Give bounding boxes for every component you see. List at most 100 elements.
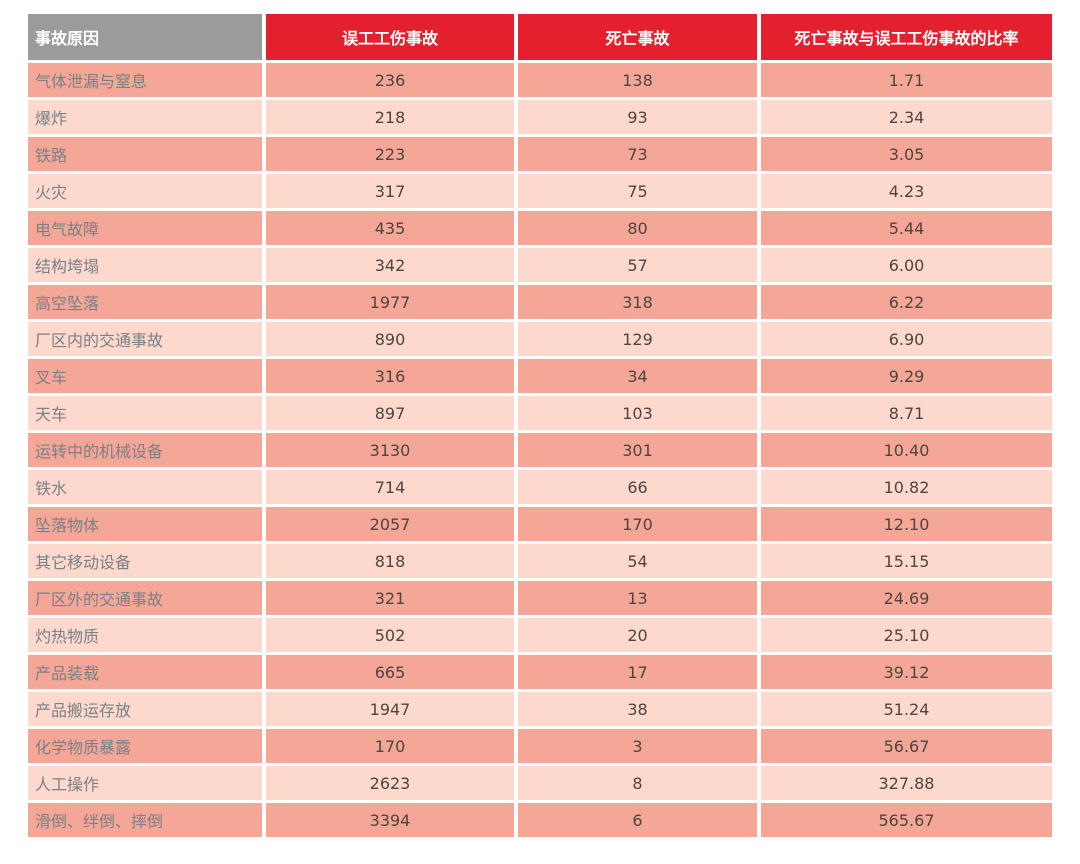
injury-count-cell: 2623 [266, 766, 514, 800]
cause-cell: 叉车 [28, 359, 262, 393]
death-count-cell: 318 [518, 285, 757, 319]
cause-cell: 结构垮塌 [28, 248, 262, 282]
header-cell-fatal-accidents: 死亡事故 [518, 14, 757, 60]
table-row: 叉车 316 34 9.29 [28, 359, 1052, 393]
injury-count-cell: 897 [266, 396, 514, 430]
ratio-cell: 39.12 [761, 655, 1052, 689]
cause-cell: 天车 [28, 396, 262, 430]
injury-count-cell: 236 [266, 63, 514, 97]
injury-count-cell: 218 [266, 100, 514, 134]
table-row: 结构垮塌 342 57 6.00 [28, 248, 1052, 282]
table-row: 高空坠落 1977 318 6.22 [28, 285, 1052, 319]
ratio-cell: 5.44 [761, 211, 1052, 245]
death-count-cell: 80 [518, 211, 757, 245]
table-row: 滑倒、绊倒、摔倒 3394 6 565.67 [28, 803, 1052, 837]
ratio-cell: 10.82 [761, 470, 1052, 504]
injury-count-cell: 317 [266, 174, 514, 208]
injury-count-cell: 1977 [266, 285, 514, 319]
table-row: 厂区外的交通事故 321 13 24.69 [28, 581, 1052, 615]
table-row: 电气故障 435 80 5.44 [28, 211, 1052, 245]
death-count-cell: 170 [518, 507, 757, 541]
ratio-cell: 6.90 [761, 322, 1052, 356]
injury-count-cell: 2057 [266, 507, 514, 541]
ratio-cell: 565.67 [761, 803, 1052, 837]
death-count-cell: 3 [518, 729, 757, 763]
death-count-cell: 13 [518, 581, 757, 615]
ratio-cell: 6.22 [761, 285, 1052, 319]
injury-count-cell: 890 [266, 322, 514, 356]
ratio-cell: 12.10 [761, 507, 1052, 541]
injury-count-cell: 435 [266, 211, 514, 245]
death-count-cell: 57 [518, 248, 757, 282]
table-row: 化学物质暴露 170 3 56.67 [28, 729, 1052, 763]
death-count-cell: 38 [518, 692, 757, 726]
injury-count-cell: 223 [266, 137, 514, 171]
death-count-cell: 20 [518, 618, 757, 652]
cause-cell: 人工操作 [28, 766, 262, 800]
table-row: 天车 897 103 8.71 [28, 396, 1052, 430]
accident-statistics-table: 事故原因 误工工伤事故 死亡事故 死亡事故与误工工伤事故的比率 气体泄漏与窒息 … [28, 14, 1052, 840]
header-cell-ratio: 死亡事故与误工工伤事故的比率 [761, 14, 1052, 60]
table-row: 铁水 714 66 10.82 [28, 470, 1052, 504]
cause-cell: 产品装载 [28, 655, 262, 689]
table-row: 人工操作 2623 8 327.88 [28, 766, 1052, 800]
death-count-cell: 34 [518, 359, 757, 393]
injury-count-cell: 316 [266, 359, 514, 393]
ratio-cell: 56.67 [761, 729, 1052, 763]
injury-count-cell: 818 [266, 544, 514, 578]
death-count-cell: 138 [518, 63, 757, 97]
cause-cell: 铁水 [28, 470, 262, 504]
death-count-cell: 8 [518, 766, 757, 800]
ratio-cell: 2.34 [761, 100, 1052, 134]
injury-count-cell: 342 [266, 248, 514, 282]
cause-cell: 电气故障 [28, 211, 262, 245]
cause-cell: 铁路 [28, 137, 262, 171]
ratio-cell: 51.24 [761, 692, 1052, 726]
table-row: 厂区内的交通事故 890 129 6.90 [28, 322, 1052, 356]
ratio-cell: 8.71 [761, 396, 1052, 430]
table-row: 其它移动设备 818 54 15.15 [28, 544, 1052, 578]
injury-count-cell: 3394 [266, 803, 514, 837]
table-row: 气体泄漏与窒息 236 138 1.71 [28, 63, 1052, 97]
death-count-cell: 6 [518, 803, 757, 837]
header-cell-injury-accidents: 误工工伤事故 [266, 14, 514, 60]
injury-count-cell: 1947 [266, 692, 514, 726]
table-row: 产品装载 665 17 39.12 [28, 655, 1052, 689]
table-row: 爆炸 218 93 2.34 [28, 100, 1052, 134]
ratio-cell: 3.05 [761, 137, 1052, 171]
death-count-cell: 73 [518, 137, 757, 171]
injury-count-cell: 170 [266, 729, 514, 763]
cause-cell: 滑倒、绊倒、摔倒 [28, 803, 262, 837]
cause-cell: 气体泄漏与窒息 [28, 63, 262, 97]
cause-cell: 灼热物质 [28, 618, 262, 652]
death-count-cell: 75 [518, 174, 757, 208]
cause-cell: 高空坠落 [28, 285, 262, 319]
injury-count-cell: 3130 [266, 433, 514, 467]
ratio-cell: 9.29 [761, 359, 1052, 393]
cause-cell: 厂区内的交通事故 [28, 322, 262, 356]
ratio-cell: 15.15 [761, 544, 1052, 578]
header-cell-cause: 事故原因 [28, 14, 262, 60]
cause-cell: 厂区外的交通事故 [28, 581, 262, 615]
table-row: 坠落物体 2057 170 12.10 [28, 507, 1052, 541]
cause-cell: 化学物质暴露 [28, 729, 262, 763]
table-row: 火灾 317 75 4.23 [28, 174, 1052, 208]
death-count-cell: 17 [518, 655, 757, 689]
table-header-row: 事故原因 误工工伤事故 死亡事故 死亡事故与误工工伤事故的比率 [28, 14, 1052, 60]
cause-cell: 爆炸 [28, 100, 262, 134]
ratio-cell: 25.10 [761, 618, 1052, 652]
injury-count-cell: 502 [266, 618, 514, 652]
ratio-cell: 10.40 [761, 433, 1052, 467]
table-body: 气体泄漏与窒息 236 138 1.71 爆炸 218 93 2.34 铁路 2… [28, 63, 1052, 837]
injury-count-cell: 714 [266, 470, 514, 504]
death-count-cell: 129 [518, 322, 757, 356]
table-row: 运转中的机械设备 3130 301 10.40 [28, 433, 1052, 467]
injury-count-cell: 665 [266, 655, 514, 689]
death-count-cell: 54 [518, 544, 757, 578]
ratio-cell: 4.23 [761, 174, 1052, 208]
death-count-cell: 103 [518, 396, 757, 430]
table-row: 产品搬运存放 1947 38 51.24 [28, 692, 1052, 726]
cause-cell: 运转中的机械设备 [28, 433, 262, 467]
ratio-cell: 6.00 [761, 248, 1052, 282]
table-row: 灼热物质 502 20 25.10 [28, 618, 1052, 652]
